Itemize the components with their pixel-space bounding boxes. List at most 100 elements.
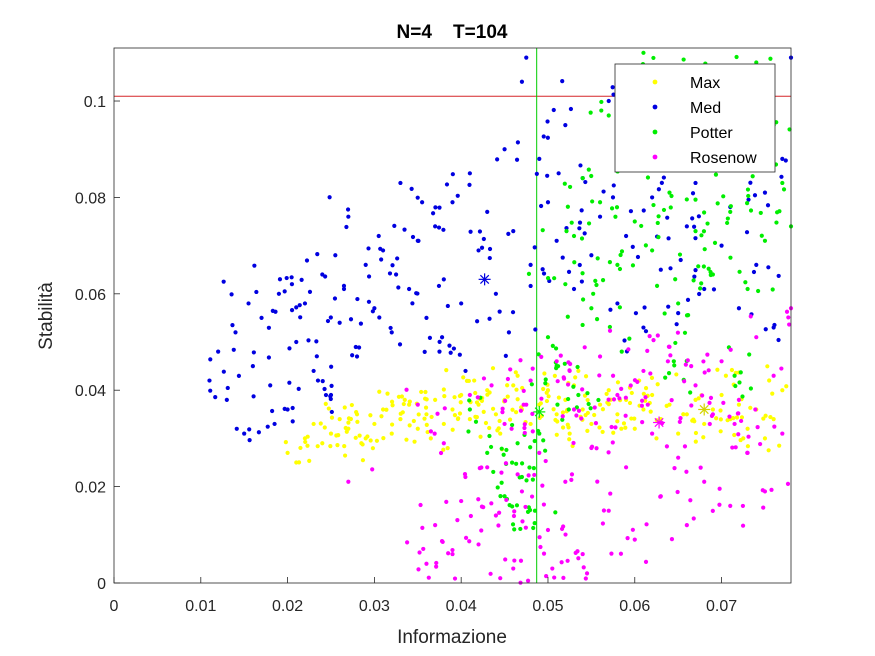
point-rosenow	[644, 522, 649, 527]
point-med	[388, 325, 393, 331]
point-rosenow	[597, 373, 602, 378]
point-potter	[545, 335, 551, 340]
point-med	[328, 315, 333, 320]
point-rosenow	[455, 518, 460, 523]
point-max	[329, 415, 335, 420]
point-med	[533, 327, 538, 332]
point-med	[744, 230, 750, 235]
point-med	[284, 275, 289, 281]
point-rosenow	[769, 487, 774, 492]
point-max	[718, 417, 723, 422]
point-max	[422, 396, 428, 401]
point-max	[342, 444, 347, 449]
point-rosenow	[500, 406, 505, 411]
point-med	[666, 304, 671, 309]
point-rosenow	[489, 383, 494, 388]
point-max	[452, 413, 458, 418]
point-potter	[594, 282, 599, 288]
x-tick-label: 0.05	[532, 598, 563, 615]
point-max	[305, 434, 310, 439]
point-med	[415, 291, 420, 296]
point-max	[354, 410, 359, 415]
point-max	[346, 420, 351, 425]
y-tick-label: 0.04	[75, 383, 106, 400]
point-rosenow	[435, 411, 440, 416]
point-potter	[517, 475, 522, 480]
point-potter	[543, 448, 548, 453]
point-max	[765, 364, 770, 369]
point-potter	[599, 108, 604, 113]
point-rosenow	[523, 504, 528, 510]
point-potter	[498, 494, 503, 499]
plot-frame	[113, 47, 792, 584]
point-rosenow	[405, 540, 410, 545]
centroid-max	[698, 403, 711, 416]
point-med	[395, 256, 400, 261]
point-max	[710, 407, 715, 412]
point-potter	[586, 401, 591, 407]
point-rosenow	[736, 432, 741, 437]
point-rosenow	[755, 425, 760, 430]
point-max	[611, 430, 616, 435]
point-med	[259, 315, 264, 321]
point-potter	[580, 176, 585, 181]
point-med	[693, 236, 698, 241]
point-potter	[591, 291, 596, 296]
point-rosenow	[519, 489, 525, 494]
point-potter	[467, 398, 472, 403]
point-max	[693, 439, 698, 444]
point-med	[276, 291, 282, 296]
point-rosenow	[417, 550, 422, 555]
point-rosenow	[521, 388, 526, 394]
legend-label-potter: Potter	[690, 125, 733, 142]
point-med	[416, 238, 421, 243]
point-rosenow	[780, 431, 785, 436]
point-med	[719, 243, 724, 248]
point-rosenow	[569, 477, 574, 482]
point-rosenow	[563, 532, 568, 537]
point-potter	[571, 233, 577, 239]
point-potter	[693, 197, 698, 202]
point-rosenow	[452, 576, 458, 581]
point-med	[366, 299, 372, 304]
point-rosenow	[515, 472, 520, 477]
point-rosenow	[613, 425, 618, 430]
point-rosenow	[609, 424, 614, 430]
point-max	[303, 439, 308, 445]
point-med	[437, 205, 442, 210]
point-max	[401, 401, 406, 407]
point-rosenow	[571, 407, 577, 412]
x-tick-label: 0.04	[446, 598, 477, 615]
point-med	[503, 353, 508, 358]
series-rosenow	[346, 306, 794, 585]
legend-marker-med	[652, 104, 658, 110]
point-potter	[770, 287, 775, 292]
point-med	[327, 195, 332, 200]
point-max	[326, 406, 331, 411]
point-max	[511, 383, 516, 388]
point-max	[461, 375, 466, 380]
point-max	[690, 418, 695, 423]
point-rosenow	[635, 379, 640, 385]
point-max	[719, 392, 724, 398]
point-rosenow	[521, 402, 526, 407]
point-med	[268, 383, 273, 388]
point-potter	[553, 510, 558, 515]
point-max	[307, 458, 312, 464]
point-max	[415, 426, 420, 431]
point-potter	[593, 278, 598, 283]
point-potter	[550, 343, 555, 349]
point-rosenow	[370, 467, 375, 472]
point-rosenow	[545, 527, 551, 533]
point-med	[323, 392, 329, 398]
point-med	[225, 385, 230, 391]
point-med	[290, 419, 295, 424]
point-max	[407, 399, 412, 404]
point-med	[711, 287, 717, 292]
point-potter	[575, 364, 580, 370]
point-max	[379, 414, 384, 419]
point-rosenow	[708, 395, 714, 400]
point-max	[615, 419, 620, 424]
point-max	[344, 429, 349, 434]
point-med	[487, 316, 492, 321]
